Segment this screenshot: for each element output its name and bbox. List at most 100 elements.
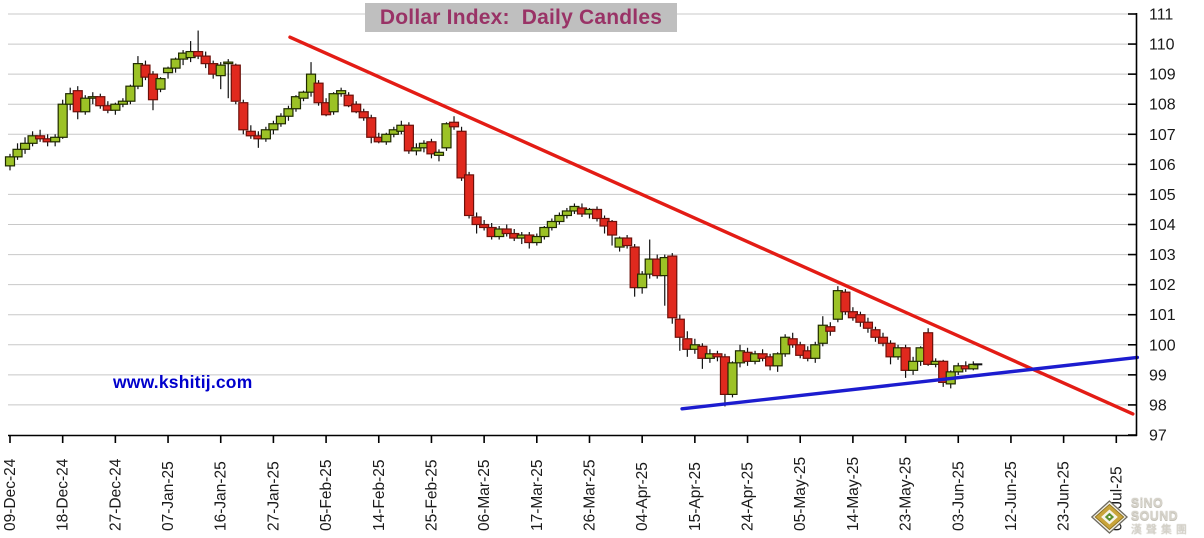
y-axis-label: 100 [1149,337,1176,354]
candle-down [313,82,324,104]
candle-up [117,100,128,105]
y-axis-label: 98 [1149,397,1167,414]
y-axis-label: 105 [1149,187,1176,204]
candle-down [358,111,369,119]
candle-down [366,117,377,138]
candle-up [810,344,821,359]
candle-down [426,141,437,155]
x-axis-label: 26-Mar-25 [581,460,598,532]
candle-down [591,208,603,220]
candle-down [35,135,46,140]
candle-down [238,102,249,131]
candle-down [140,64,151,78]
candle-down [501,228,512,235]
candle-down [682,338,693,350]
y-axis: 97 98 99 100 101 102 103 104 105 106 107 108 109 110 1… [1128,7,1176,445]
candle-up [772,353,783,367]
candle-up [50,136,61,143]
x-axis: 09-Dec-24 18-Dec-24 27-Dec-24 07-Jan-25 16-J… [2,434,1137,532]
y-axis-label: 97 [1149,428,1167,445]
candle-down [855,314,866,323]
candle-up [817,324,828,344]
candle-up [561,210,573,217]
candle-down [606,220,618,236]
candle-up [215,64,226,77]
candle-up [298,91,309,99]
logo-texts: SiNO SOUND 漢聲集團 [1131,496,1204,537]
candle-up [328,93,339,113]
candle-up [162,67,174,74]
candle-down [667,255,678,319]
support-uptrend [680,355,1140,411]
x-axis-label: 25-Feb-25 [423,459,440,531]
x-axis-label: 17-Mar-25 [529,460,546,532]
candle-up [223,61,234,65]
candle-up [268,123,279,131]
candle-down [840,291,851,313]
candle-down [862,321,874,329]
candle-down [900,347,911,371]
candle-down [629,246,640,289]
candle-up [637,273,648,289]
candle-up [283,108,294,117]
candle-up [336,90,347,95]
candle-up [170,58,181,69]
candle-up [80,97,91,113]
candle-down [757,353,768,359]
candle-down [95,96,106,107]
y-axis-label: 99 [1149,367,1167,384]
candle-up [433,151,445,156]
candle-down [622,237,633,247]
y-axis-label: 108 [1149,97,1176,114]
candle-down [712,353,723,358]
x-axis-label: 05-May-25 [792,457,809,531]
sino-sound-logo: SiNO SOUND 漢聲集團 [1091,496,1204,537]
candles-series [4,30,983,407]
candle-down [193,50,204,57]
x-axis-label: 23-Jun-25 [1056,461,1073,531]
candle-up [260,129,271,140]
x-axis-label: 14-Feb-25 [371,459,388,531]
candle-up [441,123,452,149]
candle-down [795,344,806,356]
x-axis-label: 24-Apr-25 [740,462,757,531]
y-axis-label: 104 [1149,217,1176,234]
y-axis-label: 102 [1149,277,1176,294]
candle-down [403,124,414,152]
candle-up [727,362,738,396]
candle-up [57,103,68,138]
x-axis-label: 27-Dec-24 [107,458,124,531]
x-axis-label: 15-Apr-25 [687,462,704,531]
candle-up [411,147,422,152]
y-axis-label: 109 [1149,67,1176,84]
candle-up [19,142,31,150]
y-axis-label: 110 [1149,37,1175,54]
candle-down [787,338,798,346]
candle-up [27,135,38,144]
candle-down [923,332,934,365]
candle-down [471,216,482,226]
y-axis-label: 106 [1149,157,1176,174]
candle-up [381,133,392,143]
y-axis-label: 107 [1149,127,1176,144]
candle-down [230,64,241,102]
candle-down [877,336,889,344]
candle-up [531,235,542,244]
x-axis-label: 18-Dec-24 [55,458,72,531]
x-axis-label: 05-Feb-25 [318,459,335,531]
candle-down [343,94,354,107]
candle-up [12,148,23,158]
x-axis-label: 04-Apr-25 [634,462,651,531]
chart-title: Dollar Index: Daily Candles [365,3,677,32]
candle-up [554,214,565,223]
kshitij-watermark: www.kshitij.com [113,372,253,392]
candle-down [463,174,475,217]
candle-up [275,115,287,125]
candle-up [155,78,166,90]
candle-up [908,360,919,371]
diamond-logo-icon [1091,500,1128,534]
candle-down [697,345,708,359]
y-axis-label: 111 [1149,7,1173,24]
